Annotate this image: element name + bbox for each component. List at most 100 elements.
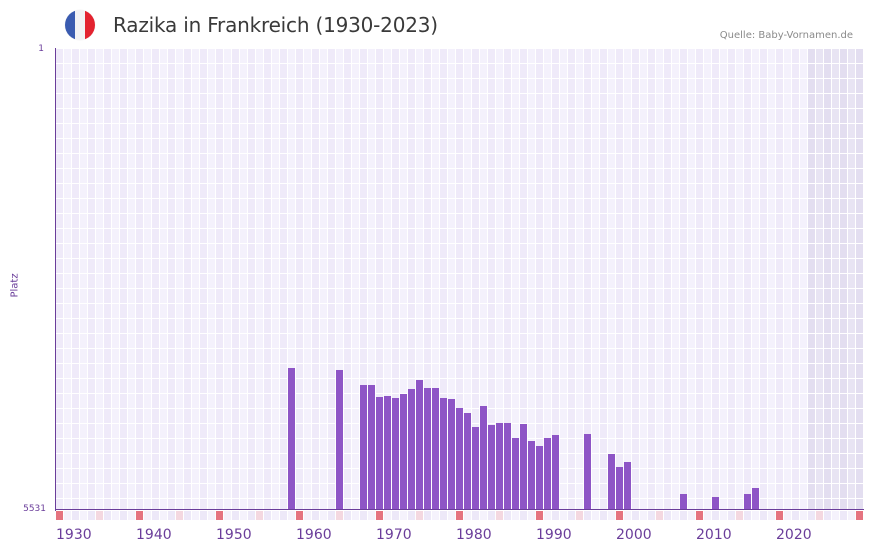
grid-cell	[464, 49, 471, 63]
bar-1996[interactable]	[584, 433, 591, 510]
grid-cell	[208, 109, 215, 123]
bar-1970[interactable]	[376, 396, 383, 510]
grid-cell	[280, 154, 287, 168]
grid-cell	[608, 304, 615, 318]
grid-cell	[512, 319, 519, 333]
bar-1980[interactable]	[456, 407, 463, 510]
bar-1988[interactable]	[520, 423, 527, 510]
grid-cell	[600, 484, 607, 498]
grid-cell	[400, 304, 407, 318]
grid-cell	[96, 154, 103, 168]
grid-cell	[160, 289, 167, 303]
bar-1991[interactable]	[544, 437, 551, 510]
bar-1977[interactable]	[432, 387, 439, 510]
grid-cell	[64, 484, 71, 498]
bar-1989[interactable]	[528, 440, 535, 510]
bar-1959[interactable]	[288, 368, 295, 510]
grid-cell	[688, 364, 695, 378]
grid-cell	[552, 304, 559, 318]
bar-1965[interactable]	[336, 370, 343, 510]
bar-1986[interactable]	[504, 422, 511, 510]
grid-cell	[344, 469, 351, 483]
bar-1982[interactable]	[472, 426, 479, 510]
grid-cell	[312, 319, 319, 333]
bar-2016[interactable]	[744, 493, 751, 510]
bar-1975[interactable]	[416, 379, 423, 510]
grid-cell	[648, 94, 655, 108]
year-marker	[552, 511, 559, 520]
grid-cell	[144, 424, 151, 438]
grid-cell	[208, 139, 215, 153]
year-marker	[144, 511, 151, 520]
grid-cell	[328, 289, 335, 303]
grid-cell	[216, 229, 223, 243]
bar-1984[interactable]	[488, 424, 495, 510]
grid-cell	[576, 274, 583, 288]
grid-cell	[800, 94, 807, 108]
grid-cell	[496, 124, 503, 138]
bar-1990[interactable]	[536, 445, 543, 510]
grid-cell	[672, 289, 679, 303]
grid-cell	[656, 109, 663, 123]
grid-cell	[584, 139, 591, 153]
bar-1973[interactable]	[400, 393, 407, 510]
bar-2017[interactable]	[752, 487, 759, 510]
grid-cell	[184, 259, 191, 273]
grid-cell	[840, 424, 847, 438]
bar-1999[interactable]	[608, 453, 615, 510]
grid-cell	[840, 469, 847, 483]
grid-cell	[448, 319, 455, 333]
grid-cell	[784, 229, 791, 243]
bar-2008[interactable]	[680, 493, 687, 510]
bar-1968[interactable]	[360, 384, 367, 510]
grid-cell	[800, 304, 807, 318]
grid-cell	[304, 49, 311, 63]
year-marker	[496, 511, 503, 520]
grid-cell	[128, 484, 135, 498]
bar-2012[interactable]	[712, 496, 719, 510]
grid-cell	[648, 139, 655, 153]
grid-cell	[408, 49, 415, 63]
grid-cell	[544, 64, 551, 78]
bar-1972[interactable]	[392, 397, 399, 510]
bar-2000[interactable]	[616, 466, 623, 510]
grid-cell	[176, 394, 183, 408]
grid-cell	[352, 94, 359, 108]
bar-1981[interactable]	[464, 412, 471, 510]
grid-cell	[592, 259, 599, 273]
bar-2001[interactable]	[624, 461, 631, 510]
grid-cell	[184, 379, 191, 393]
bar-1974[interactable]	[408, 388, 415, 510]
grid-cell	[592, 154, 599, 168]
grid-cell	[80, 109, 87, 123]
grid-cell	[784, 49, 791, 63]
source-link[interactable]: Quelle: Baby-Vornamen.de	[719, 30, 853, 41]
grid-cell	[96, 319, 103, 333]
grid-cell	[232, 454, 239, 468]
bar-1979[interactable]	[448, 398, 455, 510]
bar-1971[interactable]	[384, 395, 391, 510]
bar-1987[interactable]	[512, 437, 519, 510]
bar-1985[interactable]	[496, 422, 503, 510]
grid-cell	[632, 289, 639, 303]
grid-cell	[184, 454, 191, 468]
bar-1978[interactable]	[440, 397, 447, 510]
grid-cell	[304, 304, 311, 318]
bar-1983[interactable]	[480, 405, 487, 510]
grid-cell	[560, 124, 567, 138]
year-marker	[504, 511, 511, 520]
grid-cell	[304, 124, 311, 138]
bar-1976[interactable]	[424, 387, 431, 510]
grid-cell	[264, 334, 271, 348]
grid-cell	[160, 94, 167, 108]
grid-cell	[744, 409, 751, 423]
grid-cell	[712, 214, 719, 228]
bar-1969[interactable]	[368, 384, 375, 510]
grid-cell	[152, 499, 159, 509]
grid-cell	[120, 49, 127, 63]
grid-cell	[128, 79, 135, 93]
grid-cell	[600, 289, 607, 303]
grid-cell	[832, 79, 839, 93]
grid-cell	[464, 394, 471, 408]
bar-1992[interactable]	[552, 434, 559, 510]
